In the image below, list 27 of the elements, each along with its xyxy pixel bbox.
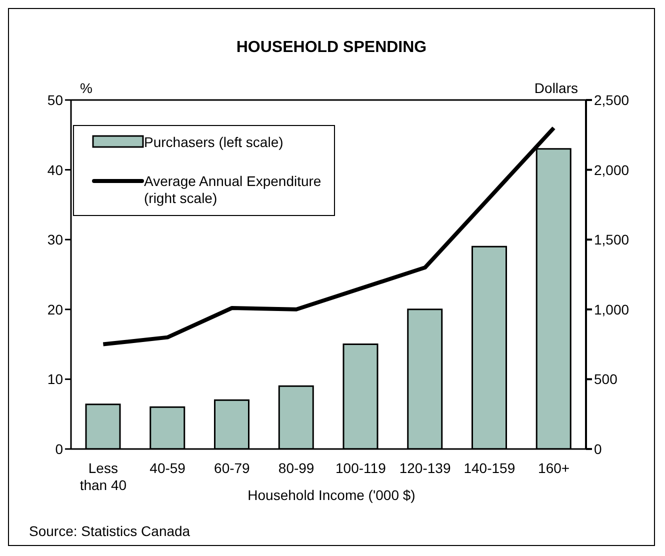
y-tick-label: 50 — [47, 92, 64, 108]
y2-tick-label: 2,500 — [594, 92, 630, 108]
chart-title: HOUSEHOLD SPENDING — [235, 39, 428, 57]
y2-tick-label: 0 — [594, 440, 602, 457]
y-axis-title: % — [80, 80, 92, 96]
y-tick-label: 30 — [47, 232, 64, 248]
x-tick-label: 100-119 — [336, 460, 386, 476]
y-tick-label: 40 — [47, 162, 64, 178]
x-tick-label: 40-59 — [150, 460, 186, 476]
y-tick-label: 20 — [47, 301, 64, 318]
x-tick-label: 160+ — [538, 460, 570, 476]
y-tick-label: 0 — [55, 440, 64, 457]
legend-label: Average Annual Expenditure (right scale) — [144, 173, 322, 207]
y2-tick-label: 1,000 — [594, 301, 630, 318]
y2-tick-label: 2,000 — [594, 162, 630, 178]
y2-axis-title: Dollars — [534, 80, 578, 96]
x-tick-label: 140-159 — [464, 460, 516, 476]
x-tick-label: 120-139 — [399, 460, 451, 476]
x-tick-label: 80-99 — [278, 460, 314, 476]
y2-tick-label: 500 — [594, 371, 618, 388]
y-tick-label: 10 — [47, 371, 64, 388]
source-note: Source: Statistics Canada — [29, 523, 190, 539]
y2-tick-label: 1,500 — [594, 232, 630, 248]
x-tick-label: Less than 40 — [80, 460, 127, 493]
legend-label: Purchasers (left scale) — [144, 134, 284, 151]
x-axis-title: Household Income ('000 $) — [248, 487, 416, 503]
x-tick-label: 60-79 — [214, 460, 250, 476]
